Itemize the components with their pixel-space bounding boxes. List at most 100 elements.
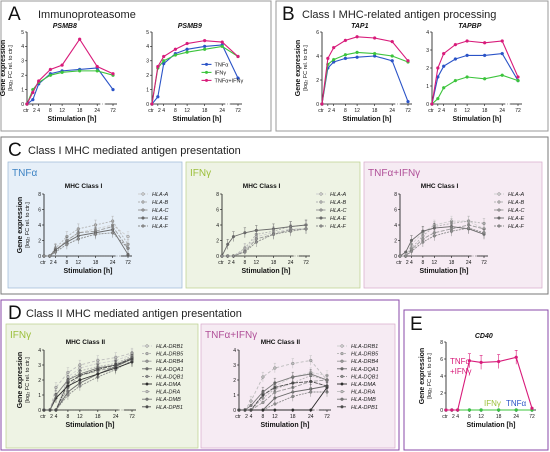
legend-marker — [497, 208, 501, 212]
y-tick-label: 8 — [216, 192, 219, 198]
x-tick-label: 18 — [290, 414, 296, 420]
series-line-hla-a — [400, 220, 485, 257]
legend-marker — [340, 374, 344, 378]
data-point — [372, 36, 377, 40]
legend-label: HLA-A — [330, 192, 347, 198]
data-point — [482, 41, 487, 45]
x-axis-label: Stimulation [h] — [343, 116, 392, 123]
data-point — [150, 102, 154, 106]
y-tick-label: 0 — [216, 254, 219, 260]
y-tick-label: 1 — [21, 87, 24, 93]
data-point — [31, 90, 35, 95]
data-point — [202, 38, 207, 43]
data-point — [220, 44, 224, 49]
series-line-tnf-ifn- — [321, 36, 409, 105]
panel-b-frame — [275, 0, 549, 132]
series-line-tnf-ifn- — [26, 38, 114, 105]
y-tick-label: 2 — [316, 78, 319, 84]
y-axis-label: Gene expression — [0, 40, 7, 96]
series-line-hla-dmb — [44, 357, 133, 411]
e-label-tnf: TNFα — [506, 399, 527, 408]
series-line-hla-dra — [239, 360, 328, 411]
y-tick-label: 4 — [426, 30, 429, 36]
legend-marker — [141, 200, 145, 204]
x-tick-label: 24 — [389, 108, 395, 114]
legend-label: HLA-DRB4 — [156, 359, 183, 365]
legend-label: HLA-F — [152, 224, 169, 230]
data-point — [309, 390, 313, 394]
x-tick-label: 2 — [245, 414, 248, 420]
x-tick-label: ctr — [40, 260, 46, 266]
data-point — [236, 54, 240, 59]
data-point — [450, 408, 454, 412]
panel-b: B Class I MHC-related antigen processing — [275, 0, 549, 132]
panel-d-title: Class II MHC mediated antigen presentati… — [26, 308, 242, 320]
legend-label: HLA-A — [508, 192, 525, 198]
c-both-title: TNFα+IFNγ — [368, 168, 420, 179]
x-axis-label: Stimulation [h] — [467, 422, 516, 429]
data-point — [156, 95, 160, 99]
x-tick-label: 8 — [65, 260, 68, 266]
data-point — [126, 246, 130, 250]
y-tick-label: 4 — [38, 348, 41, 354]
x-tick-label: 4 — [37, 108, 40, 114]
legend-marker — [145, 382, 149, 386]
data-point — [130, 357, 134, 361]
y-tick-label: 4 — [38, 223, 41, 229]
y-tick-label: 2 — [426, 66, 429, 72]
x-axis-label: Stimulation [h] — [64, 268, 113, 275]
data-point — [465, 53, 469, 58]
data-point — [78, 37, 82, 41]
data-point — [442, 51, 446, 56]
data-point — [343, 53, 348, 57]
data-point — [482, 77, 487, 81]
data-point — [114, 355, 118, 360]
legend-label: HLA-B — [508, 200, 525, 206]
data-point — [173, 53, 178, 57]
data-point — [404, 250, 408, 254]
legend-label: IFNγ — [215, 70, 227, 76]
y-tick-label: 4 — [394, 223, 397, 229]
data-point — [48, 408, 52, 412]
data-point — [220, 254, 224, 258]
data-point — [482, 53, 487, 58]
y-tick-label: 5 — [146, 30, 149, 36]
y-tick-label: 4 — [440, 374, 443, 380]
data-point — [37, 79, 41, 83]
legend-label: HLA-DMB — [156, 397, 181, 403]
x-tick-label: 18 — [202, 108, 208, 114]
x-tick-label: 12 — [478, 414, 484, 420]
x-tick-label: 8 — [174, 108, 177, 114]
data-point — [325, 384, 329, 388]
data-point — [372, 51, 377, 56]
legend-marker — [145, 367, 149, 371]
x-axis-label: Stimulation [h] — [66, 422, 115, 429]
x-tick-label: 12 — [464, 108, 470, 114]
y-tick-label: 3 — [21, 59, 24, 65]
legend-label: HLA-DRA — [156, 390, 180, 396]
x-tick-label: ctr — [396, 260, 402, 266]
y-tick-label: 0 — [394, 254, 397, 260]
data-point — [355, 50, 359, 55]
x-tick-label: 72 — [125, 260, 131, 266]
y-tick-label: 1 — [426, 84, 429, 90]
data-point — [261, 375, 265, 379]
x-tick-label: 72 — [110, 108, 116, 114]
data-point — [48, 67, 53, 72]
legend-label: HLA-DMB — [351, 397, 376, 403]
data-point — [514, 408, 518, 412]
legend-label: HLA-DRA — [351, 390, 375, 396]
legend-label: HLA-E — [508, 216, 525, 222]
data-point — [409, 238, 413, 243]
y-tick-label: 2 — [233, 378, 236, 384]
data-point — [409, 249, 413, 253]
legend-label: HLA-C — [508, 208, 525, 214]
y-tick-label: 3 — [146, 59, 149, 65]
legend-label: HLA-DQA1 — [351, 367, 379, 373]
y-tick-label: 8 — [38, 192, 41, 198]
legend-marker — [205, 78, 208, 82]
